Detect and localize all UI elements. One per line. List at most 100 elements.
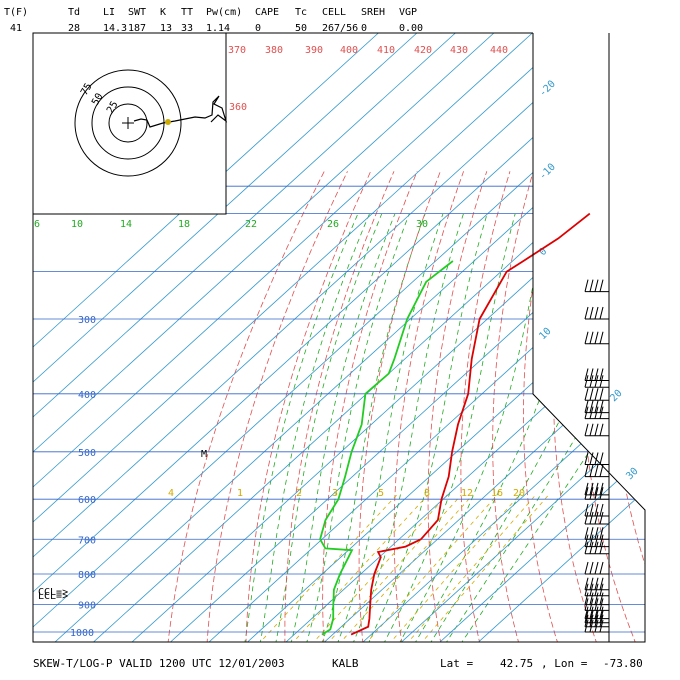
mixing-ratio-line: [257, 494, 398, 642]
theta-label: 430: [450, 45, 468, 56]
wind-barb-flag: [599, 306, 604, 320]
pressure-label: 1000: [70, 628, 94, 639]
hodograph-trace: [133, 95, 228, 128]
header-label: CELL: [322, 7, 346, 18]
theta-e-label: 26: [327, 219, 339, 230]
wind-barb-flag: [584, 388, 589, 401]
wind-barb-flag: [584, 610, 589, 623]
dry-adiabat: [665, 171, 680, 644]
hodograph-ring: [108, 103, 148, 143]
wind-barb-flag: [594, 577, 599, 590]
header-value: 267/56: [322, 23, 358, 34]
wind-barb-flag: [594, 619, 599, 633]
header-label: SREH: [361, 7, 385, 18]
pressure-label: 500: [78, 448, 96, 459]
dewpoint-line: [319, 260, 454, 636]
wind-barb-flag: [594, 423, 599, 436]
mixing-ratio-label: 4: [168, 488, 174, 499]
header-label: Pw(cm): [206, 7, 242, 18]
wind-barb-flag: [584, 511, 589, 525]
mixing-ratio-label: 16: [491, 488, 503, 499]
wind-barb-flag: [589, 534, 594, 547]
lon-label: , Lon =: [541, 657, 588, 670]
header-label: Td: [68, 7, 80, 18]
wind-barb-flag: [599, 577, 604, 590]
theta-label: 440: [490, 45, 508, 56]
isotherm-line: [33, 33, 456, 642]
wind-barb-flag: [589, 561, 594, 575]
wind-barb-flag: [594, 614, 599, 627]
pressure-label: 600: [78, 495, 96, 506]
hodograph-ring-label: 25: [105, 100, 121, 116]
pressure-label: 300: [78, 315, 96, 326]
moist-adiabat: [244, 213, 359, 642]
mixing-ratio-label: 20: [513, 488, 525, 499]
isotherm-line: [33, 33, 418, 642]
wind-barb-flag: [589, 368, 594, 381]
theta-label: 370: [228, 45, 246, 56]
dry-adiabat: [284, 171, 395, 642]
isotherm-label: 20: [608, 388, 624, 404]
dry-adiabat: [427, 171, 488, 642]
temperature-line: [350, 212, 591, 636]
header-value: 0.00: [399, 23, 423, 34]
mixing-ratio-line: [326, 494, 462, 642]
header-value: 0: [361, 23, 367, 34]
isotherm-line: [478, 33, 645, 642]
header-label: SWT: [128, 7, 146, 18]
header-value: 0: [255, 23, 261, 34]
hodograph-ring-label: 75: [79, 82, 95, 98]
lat-label: Lat =: [440, 657, 473, 670]
moist-adiabat: [259, 213, 370, 642]
wind-barb-flag: [599, 482, 604, 495]
wind-barb-flag: [589, 606, 594, 619]
wind-barb-flag: [584, 561, 589, 575]
header-value: 187: [128, 23, 146, 34]
pressure-label: 900: [78, 601, 96, 612]
theta-e-label: 18: [178, 219, 190, 230]
dry-adiabat: [492, 171, 534, 642]
wind-barb-flag: [599, 619, 604, 633]
wind-barb-flag: [594, 487, 599, 500]
theta-label: 390: [305, 45, 323, 56]
header-value: 14.3: [103, 23, 127, 34]
mixing-ratio-label: 1: [237, 488, 243, 499]
wind-barb-flag: [594, 511, 599, 525]
header-label: TT: [181, 7, 193, 18]
wind-barb-flag: [599, 511, 604, 525]
profiles: [319, 212, 591, 636]
theta-label: 360: [229, 102, 247, 113]
isotherm-line: [324, 33, 645, 642]
wind-barb-flag: [584, 534, 589, 547]
wind-barb-flag: [584, 452, 589, 465]
wind-barb-flag: [589, 577, 594, 590]
wind-barb-flag: [599, 400, 604, 413]
isotherm-line: [33, 33, 379, 642]
wind-barb-flag: [584, 482, 589, 495]
wind-barb-flag: [599, 452, 604, 465]
wind-barb-flag: [594, 388, 599, 401]
mixing-ratio-label: 2: [296, 488, 302, 499]
mixing-ratio-label: 8: [424, 488, 430, 499]
isotherm-label: 10: [537, 326, 553, 342]
wind-barb-flag: [584, 592, 589, 605]
ccl-label: CCL=>: [38, 587, 68, 598]
wind-barb-flag: [594, 527, 599, 540]
wind-barb-flag: [589, 375, 594, 388]
wind-barb-flag: [599, 606, 604, 619]
moist-adiabat: [351, 213, 464, 642]
wind-barb-flag: [584, 619, 589, 633]
moist-adiabat: [413, 213, 590, 642]
header-value: 50: [295, 23, 307, 34]
wind-barb-flag: [594, 279, 599, 292]
header-label: LI: [103, 7, 115, 18]
header-label: CAPE: [255, 7, 279, 18]
mixing-ratio-label: 5: [378, 488, 384, 499]
header-value: 41: [10, 23, 22, 34]
wind-barb-flag: [584, 541, 589, 554]
wind-barb-flag: [599, 423, 604, 436]
wind-barb-flag: [599, 541, 604, 554]
wind-barb-flag: [584, 464, 589, 477]
isotherm-label: -20: [537, 79, 558, 100]
